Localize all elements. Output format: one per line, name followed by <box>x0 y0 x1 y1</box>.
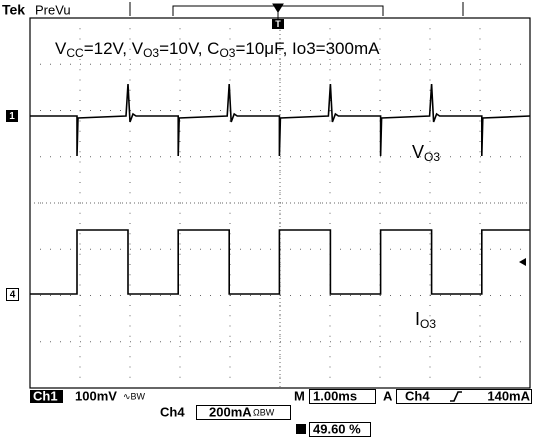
annotation-part: =10μF, Io3=300mA <box>235 39 380 58</box>
vo3-label: VO3 <box>412 142 440 164</box>
time-prefix: M <box>294 388 305 403</box>
io3-label: IO3 <box>415 309 436 331</box>
ch4-scale-box <box>196 405 291 420</box>
annotation-part: =10V, C <box>159 39 219 58</box>
ch1-marker: 1 <box>9 111 15 122</box>
trigger-box <box>396 389 532 404</box>
label-part: V <box>412 142 424 162</box>
timebase-box <box>309 389 376 404</box>
ch1-box <box>30 390 63 403</box>
trigger-level: 140mA <box>487 388 530 403</box>
mode: PreVu <box>35 2 71 17</box>
trigger-level-arrow <box>519 258 526 266</box>
label-part: I <box>415 309 420 329</box>
annotation-sub: O3 <box>219 46 235 60</box>
annotation-part: V <box>55 39 67 58</box>
ch4-marker-box <box>6 288 19 301</box>
trigger-source: Ch4 <box>405 388 430 403</box>
trigger-arrow <box>272 3 284 20</box>
label-sub: O3 <box>420 317 436 331</box>
trigger-marker-box <box>272 19 284 29</box>
ch1-scale: 100mV <box>75 388 117 403</box>
ch1-status: Ch1 <box>33 388 58 403</box>
ch1-trace <box>30 83 531 157</box>
ch1-coupling: ∿BW <box>123 391 146 401</box>
trigger-position: 49.60 % <box>313 421 361 436</box>
trigger-marker: T <box>275 19 281 29</box>
ch4-status: Ch4 <box>160 404 185 419</box>
slope-icon <box>450 391 462 402</box>
trigger-pos-icon <box>296 424 306 434</box>
timebase: 1.00ms <box>313 388 357 403</box>
annotation-sub: CC <box>66 46 84 60</box>
ch4-marker: 4 <box>10 290 16 301</box>
brand: Tek <box>2 2 25 18</box>
trigger-pos-box <box>309 422 371 437</box>
ch4-trace <box>30 229 530 295</box>
ch1-marker-box <box>6 110 18 122</box>
trigger-prefix: A <box>383 388 393 403</box>
label-sub: O3 <box>424 150 440 164</box>
ch4-scale: 200mA <box>209 404 252 419</box>
graticule <box>29 17 531 389</box>
annotation-part: =12V, V <box>84 39 144 58</box>
annotation-sub: O3 <box>143 46 159 60</box>
annotation: VCC=12V, VO3=10V, CO3=10μF, Io3=300mA <box>55 39 380 60</box>
ch4-coupling: ΩBW <box>253 407 275 417</box>
